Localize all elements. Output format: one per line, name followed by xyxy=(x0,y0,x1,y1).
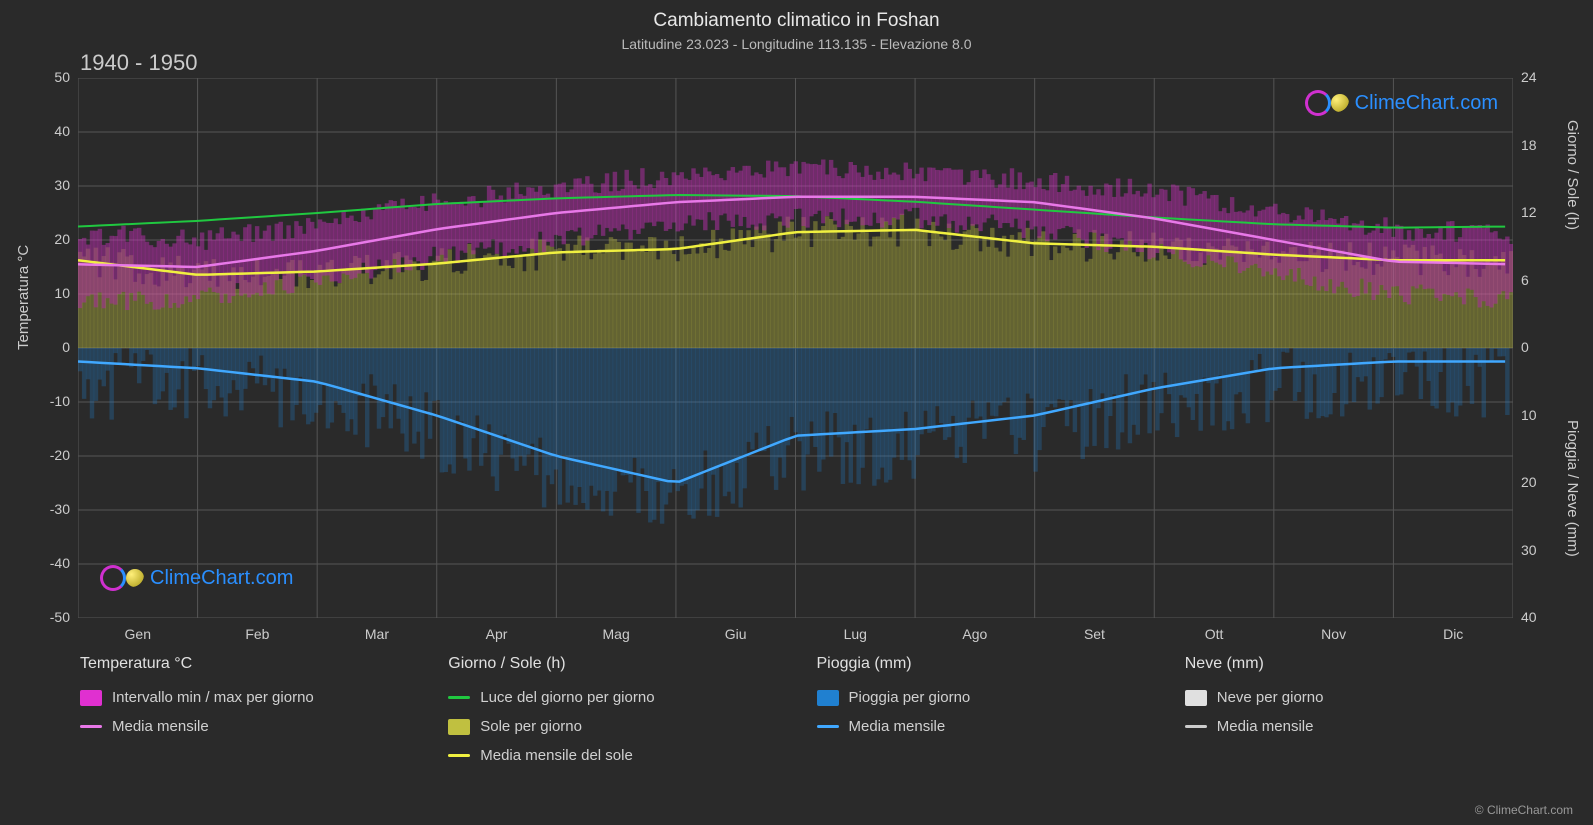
year-range-label: 1940 - 1950 xyxy=(80,50,197,76)
legend-group-temperature: Temperatura °C Intervallo min / max per … xyxy=(80,655,408,776)
legend-line-icon xyxy=(817,725,839,728)
month-label: Apr xyxy=(467,626,527,642)
legend-label: Media mensile xyxy=(1217,718,1314,735)
legend-item: Media mensile del sole xyxy=(448,747,776,764)
legend-label: Media mensile xyxy=(112,718,209,735)
legend-item: Neve per giorno xyxy=(1185,689,1513,706)
legend-item: Media mensile xyxy=(1185,718,1513,735)
logo-circle-icon xyxy=(1305,90,1331,116)
legend-label: Pioggia per giorno xyxy=(849,689,971,706)
y-tick-left: 40 xyxy=(40,123,70,139)
legend: Temperatura °C Intervallo min / max per … xyxy=(80,655,1513,776)
legend-item: Media mensile xyxy=(80,718,408,735)
legend-group-rain: Pioggia (mm) Pioggia per giorno Media men… xyxy=(817,655,1145,776)
legend-label: Media mensile xyxy=(849,718,946,735)
month-label: Set xyxy=(1064,626,1124,642)
copyright: © ClimeChart.com xyxy=(1475,803,1573,817)
y-tick-left: -10 xyxy=(40,393,70,409)
legend-header: Neve (mm) xyxy=(1185,655,1513,673)
chart-subtitle: Latitudine 23.023 - Longitudine 113.135 … xyxy=(0,32,1593,52)
month-label: Ott xyxy=(1184,626,1244,642)
legend-group-sun: Giorno / Sole (h) Luce del giorno per gi… xyxy=(448,655,776,776)
month-label: Gen xyxy=(108,626,168,642)
y-tick-left: 50 xyxy=(40,69,70,85)
chart-title: Cambiamento climatico in Foshan xyxy=(0,0,1593,32)
legend-line-icon xyxy=(80,725,102,728)
legend-header: Pioggia (mm) xyxy=(817,655,1145,673)
legend-label: Luce del giorno per giorno xyxy=(480,689,654,706)
y-axis-right-top-label: Giorno / Sole (h) xyxy=(1564,120,1581,230)
y-tick-right: 40 xyxy=(1521,609,1551,625)
y-tick-right: 20 xyxy=(1521,474,1551,490)
month-label: Mag xyxy=(586,626,646,642)
watermark-top: ClimeChart.com xyxy=(1305,90,1498,116)
month-label: Feb xyxy=(227,626,287,642)
legend-header: Temperatura °C xyxy=(80,655,408,673)
legend-swatch-icon xyxy=(1185,690,1207,706)
legend-items: Luce del giorno per giorno Sole per giorn… xyxy=(448,689,776,764)
y-tick-right: 6 xyxy=(1521,272,1551,288)
logo-circle-icon xyxy=(100,565,126,591)
plot-area xyxy=(78,78,1513,618)
y-tick-right: 18 xyxy=(1521,137,1551,153)
watermark-bottom: ClimeChart.com xyxy=(100,565,293,591)
legend-line-icon xyxy=(1185,725,1207,728)
legend-label: Sole per giorno xyxy=(480,718,582,735)
legend-items: Intervallo min / max per giorno Media men… xyxy=(80,689,408,735)
y-tick-left: -40 xyxy=(40,555,70,571)
legend-items: Pioggia per giorno Media mensile xyxy=(817,689,1145,735)
month-label: Mar xyxy=(347,626,407,642)
climate-chart: Cambiamento climatico in Foshan Latitudi… xyxy=(0,0,1593,825)
y-tick-right: 10 xyxy=(1521,407,1551,423)
month-label: Giu xyxy=(706,626,766,642)
y-axis-right-bottom-label: Pioggia / Neve (mm) xyxy=(1564,420,1581,557)
legend-label: Neve per giorno xyxy=(1217,689,1324,706)
month-label: Dic xyxy=(1423,626,1483,642)
y-tick-right: 0 xyxy=(1521,339,1551,355)
y-tick-right: 30 xyxy=(1521,542,1551,558)
logo-sun-icon xyxy=(126,569,144,587)
watermark-text: ClimeChart.com xyxy=(1355,92,1498,115)
watermark-text: ClimeChart.com xyxy=(150,567,293,590)
y-tick-left: -30 xyxy=(40,501,70,517)
month-label: Nov xyxy=(1304,626,1364,642)
y-tick-left: -50 xyxy=(40,609,70,625)
legend-label: Intervallo min / max per giorno xyxy=(112,689,314,706)
legend-swatch-icon xyxy=(448,719,470,735)
legend-item: Sole per giorno xyxy=(448,718,776,735)
legend-items: Neve per giorno Media mensile xyxy=(1185,689,1513,735)
legend-item: Media mensile xyxy=(817,718,1145,735)
y-tick-left: 10 xyxy=(40,285,70,301)
legend-swatch-icon xyxy=(80,690,102,706)
y-tick-left: -20 xyxy=(40,447,70,463)
legend-header: Giorno / Sole (h) xyxy=(448,655,776,673)
y-tick-right: 24 xyxy=(1521,69,1551,85)
legend-line-icon xyxy=(448,754,470,757)
legend-label: Media mensile del sole xyxy=(480,747,633,764)
legend-item: Luce del giorno per giorno xyxy=(448,689,776,706)
logo-sun-icon xyxy=(1331,94,1349,112)
legend-item: Intervallo min / max per giorno xyxy=(80,689,408,706)
month-label: Ago xyxy=(945,626,1005,642)
chart-svg xyxy=(78,78,1513,618)
legend-group-snow: Neve (mm) Neve per giorno Media mensile xyxy=(1185,655,1513,776)
y-tick-left: 30 xyxy=(40,177,70,193)
y-axis-left-label: Temperatura °C xyxy=(15,245,32,350)
legend-swatch-icon xyxy=(817,690,839,706)
y-tick-right: 12 xyxy=(1521,204,1551,220)
legend-line-icon xyxy=(448,696,470,699)
month-label: Lug xyxy=(825,626,885,642)
y-tick-left: 0 xyxy=(40,339,70,355)
legend-item: Pioggia per giorno xyxy=(817,689,1145,706)
y-tick-left: 20 xyxy=(40,231,70,247)
